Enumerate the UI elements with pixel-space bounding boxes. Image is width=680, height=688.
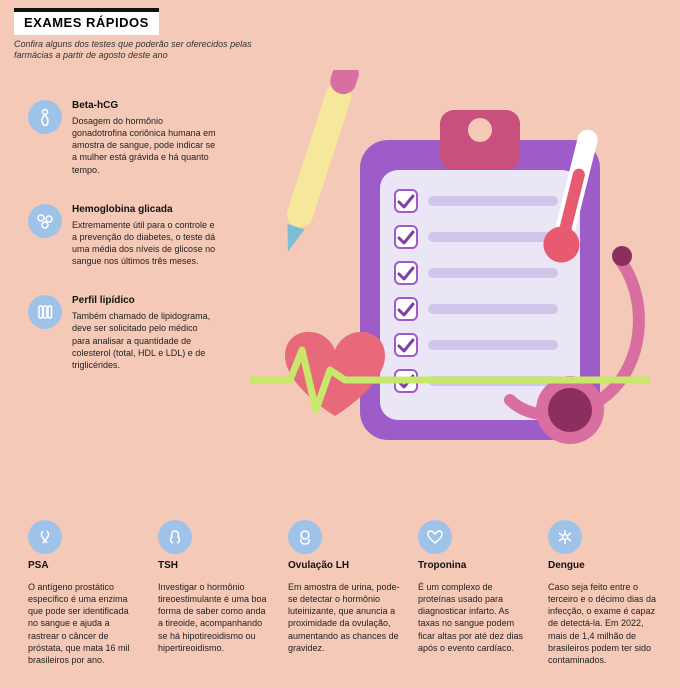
item-vials: Perfil lipídico Também chamado de lipidog… xyxy=(28,295,218,371)
item-desc: Caso seja feito entre o terceiro e o déc… xyxy=(548,581,660,666)
pregnancy-icon xyxy=(28,100,62,134)
item-title: Hemoglobina glicada xyxy=(72,204,218,215)
item-desc: Dosagem do hormônio gonadotrofina coriôn… xyxy=(72,115,218,176)
item-mosquito: Dengue Caso seja feito entre o terceiro e… xyxy=(548,520,660,666)
item-title: Ovulação LH xyxy=(288,560,400,571)
item-heart: Troponina É um complexo de proteínas usad… xyxy=(418,520,530,654)
header: EXAMES RÁPIDOS Confira alguns dos testes… xyxy=(0,0,680,62)
item-thyroid: TSH Investigar o hormônio tireoestimulant… xyxy=(158,520,270,654)
vials-icon xyxy=(28,295,62,329)
item-ovary: Ovulação LH Em amostra de urina, pode-se … xyxy=(288,520,400,654)
item-title: PSA xyxy=(28,560,140,571)
main-illustration xyxy=(250,70,650,490)
item-title: Dengue xyxy=(548,560,660,571)
heart-icon xyxy=(418,520,452,554)
item-desc: Extremamente útil para o controle e a pr… xyxy=(72,219,218,268)
item-desc: Em amostra de urina, pode-se detectar o … xyxy=(288,581,400,654)
item-title: Troponina xyxy=(418,560,530,571)
page-subtitle: Confira alguns dos testes que poderão se… xyxy=(14,39,254,62)
items-left: Beta-hCG Dosagem do hormônio gonadotrofin… xyxy=(28,100,218,371)
thyroid-icon xyxy=(158,520,192,554)
item-desc: É um complexo de proteínas usado para di… xyxy=(418,581,530,654)
item-title: Perfil lipídico xyxy=(72,295,218,306)
item-ribbon: PSA O antígeno prostático específico é um… xyxy=(28,520,140,666)
item-desc: Também chamado de lipidograma, deve ser … xyxy=(72,310,218,371)
ribbon-icon xyxy=(28,520,62,554)
mosquito-icon xyxy=(548,520,582,554)
item-title: TSH xyxy=(158,560,270,571)
item-pregnancy: Beta-hCG Dosagem do hormônio gonadotrofin… xyxy=(28,100,218,176)
items-bottom: PSA O antígeno prostático específico é um… xyxy=(28,520,660,666)
item-desc: Investigar o hormônio tireoestimulante é… xyxy=(158,581,270,654)
item-desc: O antígeno prostático específico é uma e… xyxy=(28,581,140,666)
page-title: EXAMES RÁPIDOS xyxy=(14,8,159,35)
cells-icon xyxy=(28,204,62,238)
item-title: Beta-hCG xyxy=(72,100,218,111)
item-cells: Hemoglobina glicada Extremamente útil par… xyxy=(28,204,218,268)
ovary-icon xyxy=(288,520,322,554)
